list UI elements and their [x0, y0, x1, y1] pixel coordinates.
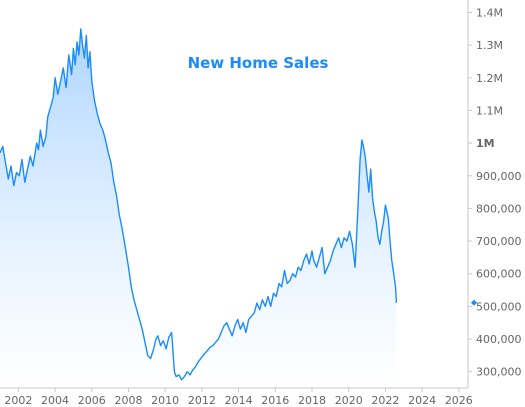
last-value-marker: [471, 299, 477, 306]
y-tick-label: 1.1M: [476, 104, 503, 117]
y-tick-label: 1M: [476, 137, 495, 150]
series-line: [0, 28, 398, 381]
y-tick-label: 1.2M: [476, 72, 503, 85]
series-area-fill: [0, 28, 397, 389]
x-tick-label: 2020: [335, 394, 363, 407]
y-tick-label: 700,000: [476, 235, 522, 248]
y-tick-label: 400,000: [476, 333, 522, 346]
x-tick-label: 2022: [371, 394, 399, 407]
y-tick-label: 1.4M: [476, 7, 503, 20]
x-tick-label: 2014: [225, 394, 253, 407]
y-tick-label: 900,000: [476, 170, 522, 183]
y-tick-label: 800,000: [476, 202, 522, 215]
y-tick-label: 600,000: [476, 268, 522, 281]
chart-title: New Home Sales: [188, 54, 329, 72]
x-tick-label: 2016: [261, 394, 289, 407]
x-tick-label: 2026: [445, 394, 473, 407]
x-tick-label: 2010: [151, 394, 179, 407]
y-tick-label: 300,000: [476, 366, 522, 379]
y-tick-label: 1.3M: [476, 39, 503, 52]
x-tick-label: 2012: [188, 394, 216, 407]
x-tick-label: 2018: [298, 394, 326, 407]
x-tick-label: 2024: [408, 394, 436, 407]
x-tick-label: 2002: [4, 394, 32, 407]
x-tick-label: 2004: [41, 394, 69, 407]
y-tick-label: 500,000: [476, 300, 522, 313]
x-tick-label: 2008: [114, 394, 142, 407]
x-tick-label: 2006: [78, 394, 106, 407]
